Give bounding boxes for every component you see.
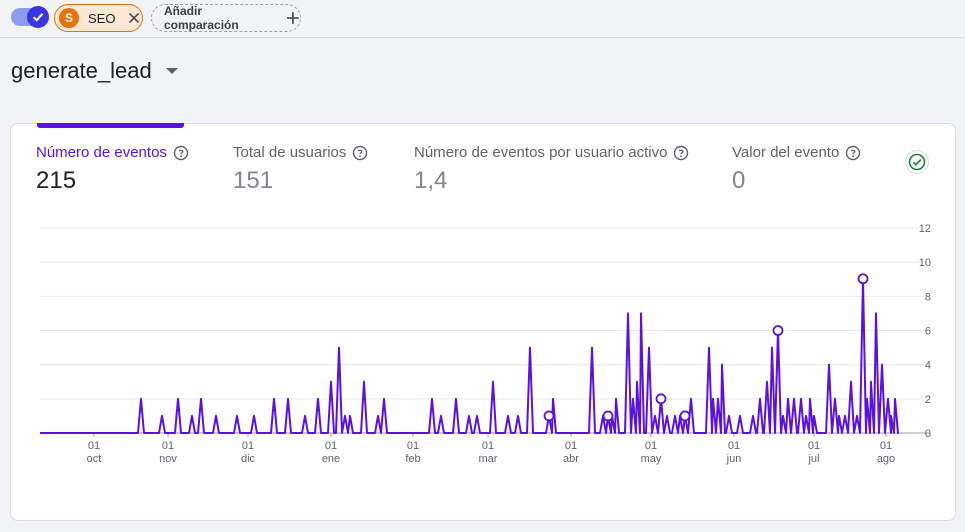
metric-label-events: Número de eventos (36, 144, 189, 161)
series-line (40, 278, 899, 434)
y-axis-ticks: 0 2 4 6 8 10 12 (919, 223, 931, 440)
metric-label-text: Número de eventos (36, 144, 167, 161)
segment-chip-seo[interactable]: S SEO (54, 4, 143, 32)
x-tick-day: 01 (482, 440, 494, 452)
anomaly-marker[interactable] (772, 325, 784, 336)
anomaly-marker[interactable] (679, 410, 691, 422)
x-tick-month: abr (563, 453, 579, 465)
active-tab-indicator (37, 123, 184, 128)
metric-value-event-value: 0 (732, 167, 746, 194)
x-tick-month: nov (159, 453, 177, 465)
y-tick-label: 2 (925, 394, 931, 406)
x-tick-day: 01 (645, 440, 657, 452)
help-icon[interactable] (352, 145, 368, 161)
anomaly-markers (543, 273, 869, 422)
y-tick-label: 6 (925, 326, 931, 338)
x-tick-day: 01 (162, 440, 174, 452)
help-icon[interactable] (673, 145, 689, 161)
x-tick-month: ene (322, 453, 340, 465)
anomaly-marker[interactable] (543, 410, 555, 422)
page-title-row[interactable]: generate_lead (11, 58, 178, 84)
x-tick-month: feb (405, 453, 420, 465)
metric-label-text: Total de usuarios (233, 144, 347, 161)
help-icon[interactable] (845, 145, 861, 161)
metric-value-users: 151 (233, 167, 274, 194)
y-tick-label: 12 (919, 223, 931, 235)
check-icon (32, 13, 44, 22)
segment-avatar: S (59, 8, 79, 28)
metric-label-text: Número de eventos por usuario activo (414, 144, 668, 161)
toggle-knob (27, 6, 49, 28)
x-tick-month: may (641, 453, 662, 465)
metric-tab-events[interactable]: Número de eventos 215 (36, 144, 189, 195)
y-tick-label: 10 (919, 257, 931, 269)
x-tick-month: oct (87, 453, 102, 465)
metric-label-users: Total de usuarios (233, 144, 368, 161)
check-circle-icon (908, 153, 926, 171)
metric-tab-events-per-user[interactable]: Número de eventos por usuario activo 1,4 (414, 144, 689, 195)
chart-grid (40, 227, 930, 434)
x-tick-month: jul (807, 453, 819, 465)
add-comparison-button[interactable]: Añadir comparación (151, 4, 301, 32)
segment-bar: S SEO Añadir comparación (0, 0, 965, 38)
x-tick-day: 01 (565, 440, 577, 452)
page-title: generate_lead (11, 58, 152, 83)
data-quality-badge[interactable] (905, 150, 929, 174)
x-tick-month: mar (479, 453, 498, 465)
y-tick-label: 4 (925, 360, 931, 372)
metric-tab-event-value[interactable]: Valor del evento 0 (732, 144, 861, 195)
x-tick-day: 01 (325, 440, 337, 452)
x-tick-day: 01 (808, 440, 820, 452)
metric-label-event-value: Valor del evento (732, 144, 861, 161)
metrics-card: Número de eventos 215 Total de usuarios … (10, 123, 956, 521)
x-tick-day: 01 (880, 440, 892, 452)
x-tick-month: dic (241, 453, 256, 465)
plus-icon (287, 12, 300, 24)
chevron-down-icon[interactable] (165, 68, 178, 74)
help-icon[interactable] (173, 145, 189, 161)
anomaly-marker[interactable] (857, 273, 869, 285)
metric-value-events: 215 (36, 167, 77, 194)
x-tick-month: jun (726, 453, 742, 465)
metric-label-text: Valor del evento (732, 144, 840, 161)
y-tick-label: 0 (925, 428, 931, 440)
x-axis-ticks: 01oct01nov01dic01ene01feb01mar01abr01may… (87, 433, 895, 465)
y-tick-label: 8 (925, 291, 931, 303)
x-tick-day: 01 (407, 440, 419, 452)
close-icon[interactable] (127, 11, 141, 25)
x-tick-month: ago (877, 453, 895, 465)
metric-value-events-per-user: 1,4 (414, 167, 448, 194)
x-tick-day: 01 (242, 440, 254, 452)
metric-tab-users[interactable]: Total de usuarios 151 (233, 144, 368, 195)
anomaly-marker[interactable] (602, 410, 614, 422)
add-comparison-label: Añadir comparación (164, 4, 239, 32)
x-tick-day: 01 (728, 440, 740, 452)
segment-chip-label: SEO (88, 10, 116, 26)
x-tick-day: 01 (88, 440, 100, 452)
anomaly-marker[interactable] (655, 393, 667, 405)
metric-label-events-per-user: Número de eventos por usuario activo (414, 144, 689, 161)
comparison-toggle[interactable] (11, 6, 49, 28)
